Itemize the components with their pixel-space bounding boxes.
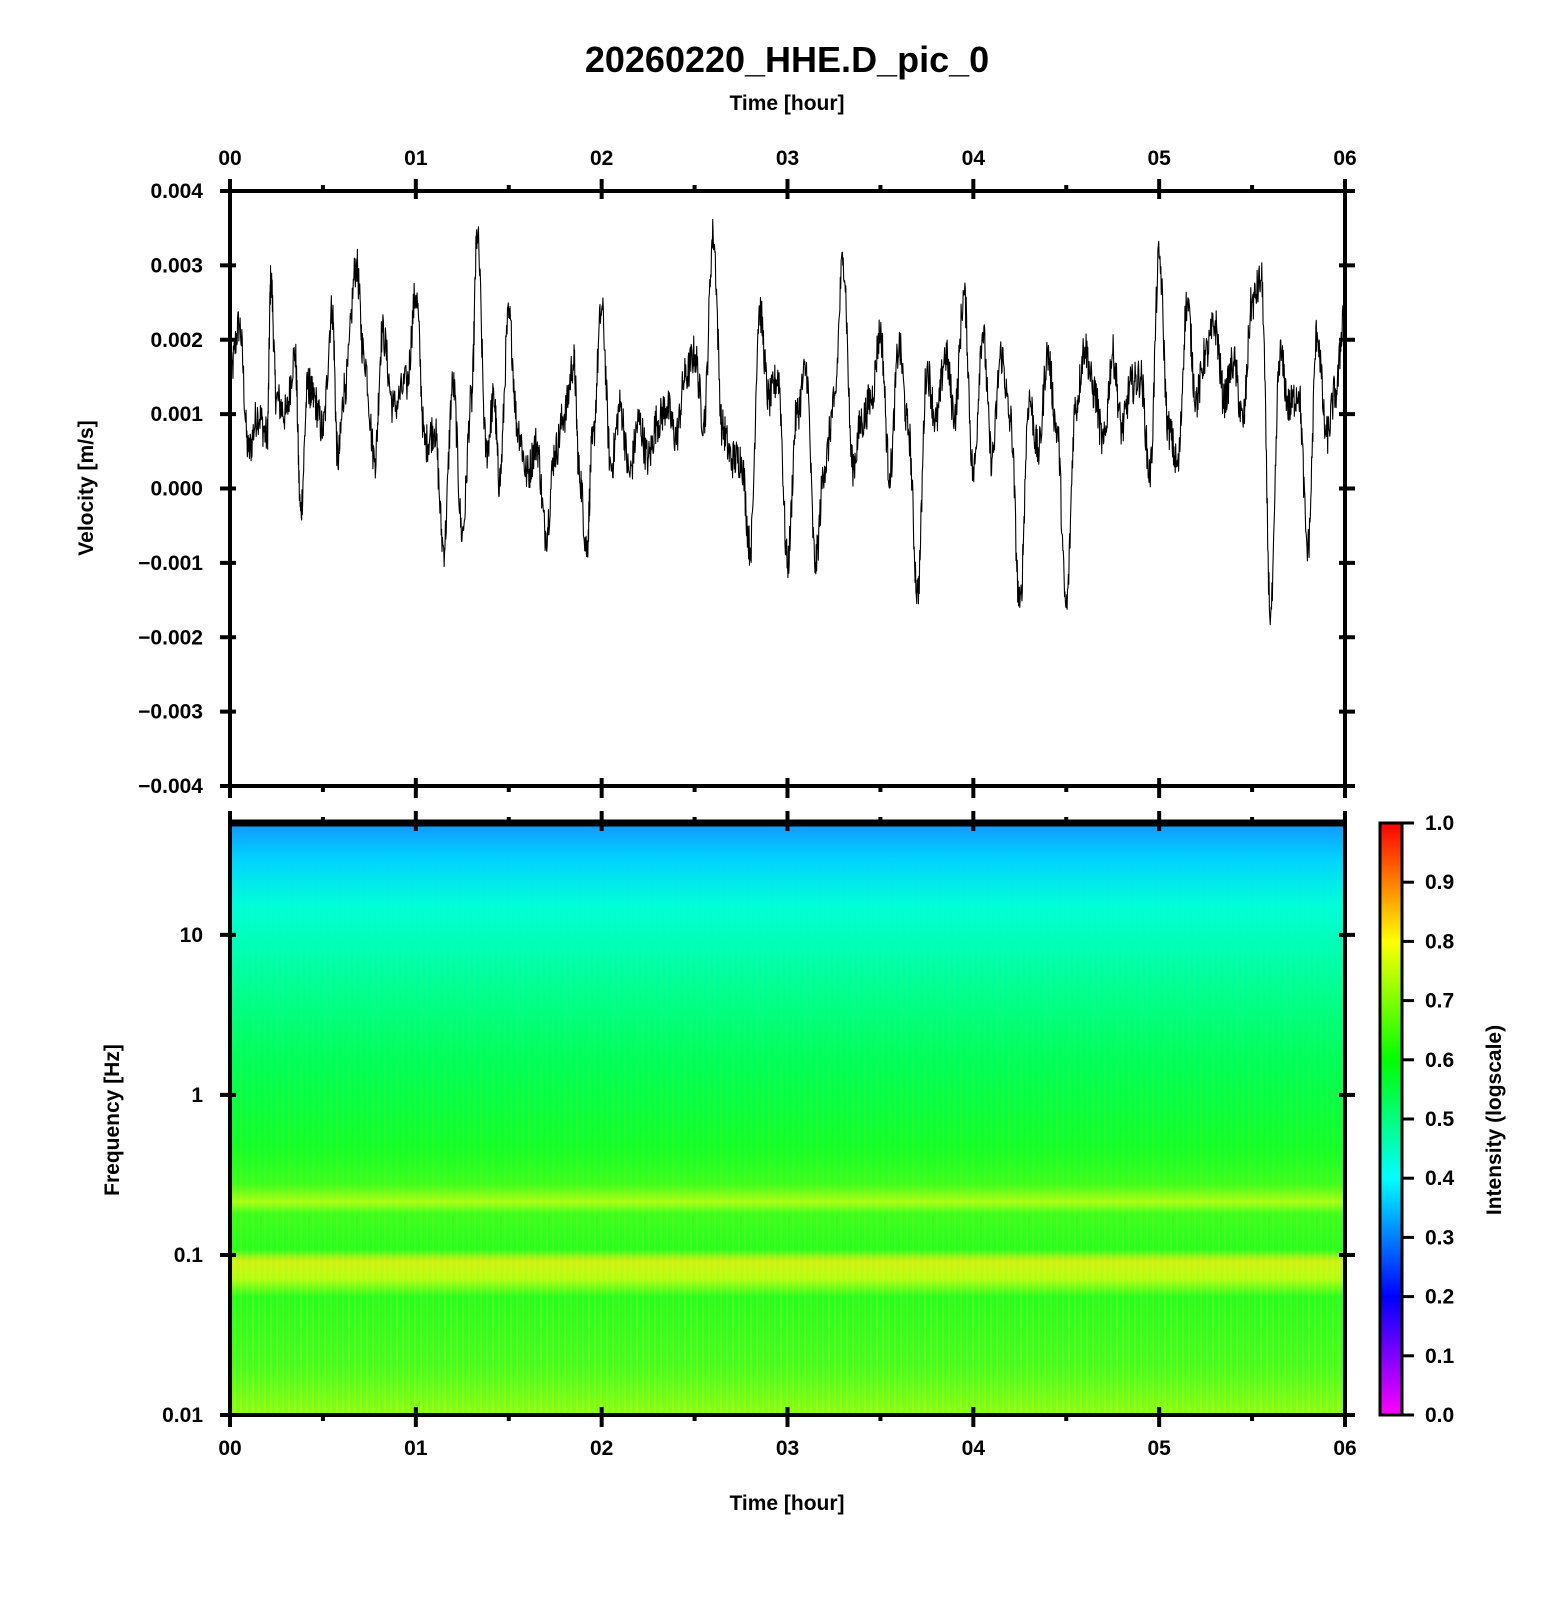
colorbar-tick-label: 0.6 bbox=[1425, 1049, 1454, 1072]
top-x-tick-label: 00 bbox=[218, 147, 241, 170]
top-x-tick-label: 06 bbox=[1333, 147, 1356, 170]
bottom-x-tick-label: 05 bbox=[1147, 1437, 1171, 1460]
colorbar-tick-label: 0.2 bbox=[1425, 1286, 1454, 1309]
spectrogram-y-tick-label: 10 bbox=[180, 924, 203, 947]
waveform-y-tick-label: −0.003 bbox=[138, 701, 203, 724]
bottom-x-tick-label: 04 bbox=[962, 1437, 986, 1460]
colorbar-tick-label: 0.0 bbox=[1425, 1404, 1454, 1427]
bottom-x-tick-label: 00 bbox=[218, 1437, 241, 1460]
spectrogram-y-tick-label: 0.1 bbox=[174, 1244, 204, 1267]
spectrogram-y-tick-label: 1 bbox=[191, 1084, 203, 1107]
waveform-y-axis-label: Velocity [m/s] bbox=[75, 420, 98, 555]
colorbar-tick-label: 0.5 bbox=[1425, 1108, 1455, 1131]
waveform-y-tick-label: −0.004 bbox=[138, 775, 203, 798]
spectrogram-texture bbox=[230, 823, 1345, 1415]
waveform-panel: 00 01 02 03 04 05 06 0.004 0.003 0.002 0.001 0.000… bbox=[75, 147, 1357, 798]
colorbar-label: Intensity (logscale) bbox=[1483, 1025, 1506, 1215]
bottom-x-tick-label: 03 bbox=[776, 1437, 799, 1460]
top-x-tick-label: 01 bbox=[404, 147, 428, 170]
spectrogram-y-tick-label: 0.01 bbox=[162, 1404, 203, 1427]
bottom-x-axis-label: Time [hour] bbox=[729, 1492, 844, 1515]
bottom-x-tick-label: 01 bbox=[404, 1437, 428, 1460]
bottom-x-tick-label: 06 bbox=[1333, 1437, 1356, 1460]
top-x-tick-label: 05 bbox=[1147, 147, 1171, 170]
colorbar-tick-label: 0.9 bbox=[1425, 871, 1454, 894]
waveform-y-tick-label: 0.000 bbox=[150, 478, 203, 501]
velocity-line bbox=[229, 218, 1346, 626]
top-x-tick-label: 04 bbox=[962, 147, 986, 170]
velocity-trace bbox=[229, 218, 1346, 626]
waveform-y-tick-label: −0.002 bbox=[138, 626, 203, 649]
bottom-x-tick-label: 02 bbox=[590, 1437, 613, 1460]
waveform-y-tick-label: 0.002 bbox=[150, 329, 203, 352]
colorbar-tick-label: 0.4 bbox=[1425, 1167, 1455, 1190]
colorbar-tick-label: 1.0 bbox=[1425, 812, 1454, 835]
top-x-tick-label: 03 bbox=[776, 147, 799, 170]
top-x-axis-label: Time [hour] bbox=[729, 92, 844, 115]
waveform-y-tick-label: 0.003 bbox=[150, 254, 203, 277]
chart-title: 20260220_HHE.D_pic_0 bbox=[585, 39, 989, 80]
top-x-tick-label: 02 bbox=[590, 147, 613, 170]
colorbar: 1.0 0.9 0.8 0.7 0.6 0.5 0.4 0.3 0.2 0.1 0.0 Intens… bbox=[1378, 812, 1506, 1427]
colorbar-tick-label: 0.8 bbox=[1425, 930, 1455, 953]
spectrogram-y-axis-label: Frequency [Hz] bbox=[101, 1044, 124, 1196]
waveform-plot-frame bbox=[228, 189, 1347, 788]
colorbar-tick-label: 0.7 bbox=[1425, 990, 1454, 1013]
colorbar-tick-label: 0.3 bbox=[1425, 1226, 1454, 1249]
waveform-y-tick-label: 0.004 bbox=[150, 180, 203, 203]
waveform-y-tick-label: −0.001 bbox=[138, 552, 203, 575]
colorbar-gradient bbox=[1378, 821, 1404, 1417]
colorbar-tick-label: 0.1 bbox=[1425, 1345, 1455, 1368]
spectrogram-panel: 00 01 02 03 04 05 06 10 1 0.1 0.01 Frequency [Hz]… bbox=[101, 811, 1357, 1515]
waveform-y-tick-label: 0.001 bbox=[150, 403, 203, 426]
